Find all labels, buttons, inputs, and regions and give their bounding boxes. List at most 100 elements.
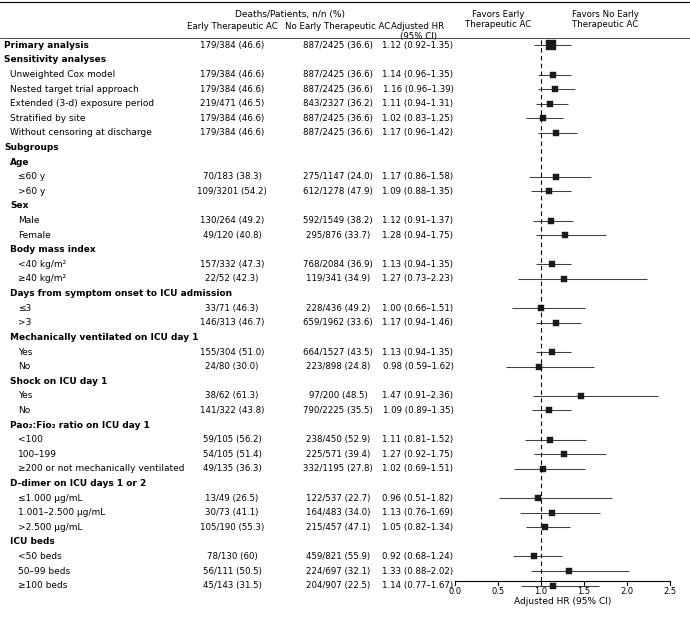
Text: >2.500 μg/mL: >2.500 μg/mL bbox=[18, 522, 83, 532]
Text: 45/143 (31.5): 45/143 (31.5) bbox=[203, 581, 262, 590]
Text: 155/304 (51.0): 155/304 (51.0) bbox=[200, 348, 264, 357]
Text: 100–199: 100–199 bbox=[18, 450, 57, 459]
Text: 146/313 (46.7): 146/313 (46.7) bbox=[200, 318, 264, 327]
Text: 843/2327 (36.2): 843/2327 (36.2) bbox=[303, 99, 373, 109]
Text: 179/384 (46.6): 179/384 (46.6) bbox=[200, 70, 264, 79]
Text: ≥200 or not mechanically ventilated: ≥200 or not mechanically ventilated bbox=[18, 464, 184, 473]
Text: ≤60 y: ≤60 y bbox=[18, 172, 46, 181]
Text: 157/332 (47.3): 157/332 (47.3) bbox=[200, 260, 264, 269]
Text: Sensitivity analyses: Sensitivity analyses bbox=[4, 56, 106, 64]
Text: Shock on ICU day 1: Shock on ICU day 1 bbox=[10, 377, 108, 386]
Text: 179/384 (46.6): 179/384 (46.6) bbox=[200, 85, 264, 93]
Text: 179/384 (46.6): 179/384 (46.6) bbox=[200, 41, 264, 50]
Text: 204/907 (22.5): 204/907 (22.5) bbox=[306, 581, 370, 590]
Text: 33/71 (46.3): 33/71 (46.3) bbox=[206, 304, 259, 313]
Text: 130/264 (49.2): 130/264 (49.2) bbox=[200, 216, 264, 225]
Text: <50 beds: <50 beds bbox=[18, 552, 61, 561]
Text: ≤3: ≤3 bbox=[18, 304, 31, 313]
Text: ≥40 kg/m²: ≥40 kg/m² bbox=[18, 274, 66, 283]
Text: Sex: Sex bbox=[10, 201, 28, 211]
Text: 1.11 (0.94–1.31): 1.11 (0.94–1.31) bbox=[382, 99, 453, 109]
Text: 24/80 (30.0): 24/80 (30.0) bbox=[206, 362, 259, 371]
Text: 70/183 (38.3): 70/183 (38.3) bbox=[203, 172, 262, 181]
Text: 1.12 (0.91–1.37): 1.12 (0.91–1.37) bbox=[382, 216, 453, 225]
Text: Body mass index: Body mass index bbox=[10, 245, 96, 254]
Text: No: No bbox=[18, 362, 30, 371]
Text: 295/876 (33.7): 295/876 (33.7) bbox=[306, 231, 370, 240]
Text: 122/537 (22.7): 122/537 (22.7) bbox=[306, 493, 371, 502]
Text: 1.27 (0.73–2.23): 1.27 (0.73–2.23) bbox=[382, 274, 453, 283]
Text: Favors No Early
Therapeutic AC: Favors No Early Therapeutic AC bbox=[572, 10, 639, 30]
Text: 228/436 (49.2): 228/436 (49.2) bbox=[306, 304, 370, 313]
Text: 1.47 (0.91–2.36): 1.47 (0.91–2.36) bbox=[382, 391, 453, 400]
Text: <40 kg/m²: <40 kg/m² bbox=[18, 260, 66, 269]
Text: 49/120 (40.8): 49/120 (40.8) bbox=[203, 231, 262, 240]
Text: 275/1147 (24.0): 275/1147 (24.0) bbox=[303, 172, 373, 181]
Text: 0.0: 0.0 bbox=[448, 587, 462, 596]
Text: 1.02 (0.83–1.25): 1.02 (0.83–1.25) bbox=[382, 114, 453, 123]
Text: 2.5: 2.5 bbox=[664, 587, 677, 596]
Text: 141/322 (43.8): 141/322 (43.8) bbox=[200, 406, 264, 415]
Text: Yes: Yes bbox=[18, 391, 32, 400]
Text: >60 y: >60 y bbox=[18, 187, 46, 196]
Text: 887/2425 (36.6): 887/2425 (36.6) bbox=[303, 129, 373, 138]
Text: Extended (3-d) exposure period: Extended (3-d) exposure period bbox=[10, 99, 154, 109]
Text: 1.17 (0.96–1.42): 1.17 (0.96–1.42) bbox=[382, 129, 453, 138]
Text: 179/384 (46.6): 179/384 (46.6) bbox=[200, 129, 264, 138]
Text: Adjusted HR
(95% CI): Adjusted HR (95% CI) bbox=[391, 22, 444, 42]
Text: ICU beds: ICU beds bbox=[10, 538, 55, 546]
Text: 1.02 (0.69–1.51): 1.02 (0.69–1.51) bbox=[382, 464, 453, 473]
Text: 219/471 (46.5): 219/471 (46.5) bbox=[200, 99, 264, 109]
Text: 105/190 (55.3): 105/190 (55.3) bbox=[200, 522, 264, 532]
Text: 179/384 (46.6): 179/384 (46.6) bbox=[200, 114, 264, 123]
Text: 612/1278 (47.9): 612/1278 (47.9) bbox=[303, 187, 373, 196]
Text: No Early Therapeutic AC: No Early Therapeutic AC bbox=[286, 22, 391, 31]
Text: 2.0: 2.0 bbox=[620, 587, 633, 596]
Text: 0.96 (0.51–1.82): 0.96 (0.51–1.82) bbox=[382, 493, 453, 502]
Text: 225/571 (39.4): 225/571 (39.4) bbox=[306, 450, 370, 459]
Text: 1.16 (0.96–1.39): 1.16 (0.96–1.39) bbox=[382, 85, 453, 93]
Text: ≤1.000 μg/mL: ≤1.000 μg/mL bbox=[18, 493, 83, 502]
Text: 592/1549 (38.2): 592/1549 (38.2) bbox=[303, 216, 373, 225]
Text: 56/111 (50.5): 56/111 (50.5) bbox=[203, 567, 262, 575]
Text: 1.0: 1.0 bbox=[535, 587, 548, 596]
Text: Mechanically ventilated on ICU day 1: Mechanically ventilated on ICU day 1 bbox=[10, 333, 199, 342]
Text: Male: Male bbox=[18, 216, 39, 225]
Text: 1.27 (0.92–1.75): 1.27 (0.92–1.75) bbox=[382, 450, 453, 459]
Text: 164/483 (34.0): 164/483 (34.0) bbox=[306, 508, 371, 517]
Text: 38/62 (61.3): 38/62 (61.3) bbox=[206, 391, 259, 400]
Text: 768/2084 (36.9): 768/2084 (36.9) bbox=[303, 260, 373, 269]
Text: 332/1195 (27.8): 332/1195 (27.8) bbox=[303, 464, 373, 473]
Text: 887/2425 (36.6): 887/2425 (36.6) bbox=[303, 85, 373, 93]
Text: Favors Early
Therapeutic AC: Favors Early Therapeutic AC bbox=[465, 10, 531, 30]
Text: 1.17 (0.94–1.46): 1.17 (0.94–1.46) bbox=[382, 318, 453, 327]
Text: 238/450 (52.9): 238/450 (52.9) bbox=[306, 435, 370, 444]
Text: 1.13 (0.94–1.35): 1.13 (0.94–1.35) bbox=[382, 260, 453, 269]
Text: 1.11 (0.81–1.52): 1.11 (0.81–1.52) bbox=[382, 435, 453, 444]
Text: 97/200 (48.5): 97/200 (48.5) bbox=[308, 391, 367, 400]
Text: Stratified by site: Stratified by site bbox=[10, 114, 86, 123]
Text: Without censoring at discharge: Without censoring at discharge bbox=[10, 129, 152, 138]
Text: <100: <100 bbox=[18, 435, 43, 444]
Text: 1.13 (0.94–1.35): 1.13 (0.94–1.35) bbox=[382, 348, 453, 357]
Text: 1.5: 1.5 bbox=[578, 587, 591, 596]
Text: 0.98 (0.59–1.62): 0.98 (0.59–1.62) bbox=[382, 362, 453, 371]
Text: Days from symptom onset to ICU admission: Days from symptom onset to ICU admission bbox=[10, 289, 232, 298]
Text: 790/2225 (35.5): 790/2225 (35.5) bbox=[303, 406, 373, 415]
Text: Age: Age bbox=[10, 158, 30, 167]
Text: 1.14 (0.77–1.67): 1.14 (0.77–1.67) bbox=[382, 581, 453, 590]
Text: 13/49 (26.5): 13/49 (26.5) bbox=[206, 493, 259, 502]
Text: 664/1527 (43.5): 664/1527 (43.5) bbox=[303, 348, 373, 357]
Text: 109/3201 (54.2): 109/3201 (54.2) bbox=[197, 187, 267, 196]
Text: 224/697 (32.1): 224/697 (32.1) bbox=[306, 567, 370, 575]
Text: 30/73 (41.1): 30/73 (41.1) bbox=[206, 508, 259, 517]
Text: 1.05 (0.82–1.34): 1.05 (0.82–1.34) bbox=[382, 522, 453, 532]
Text: 49/135 (36.3): 49/135 (36.3) bbox=[203, 464, 262, 473]
Text: Subgroups: Subgroups bbox=[4, 143, 59, 152]
Text: Female: Female bbox=[18, 231, 51, 240]
Text: 1.28 (0.94–1.75): 1.28 (0.94–1.75) bbox=[382, 231, 453, 240]
Text: 459/821 (55.9): 459/821 (55.9) bbox=[306, 552, 370, 561]
Text: Pao₂:Fio₂ ratio on ICU day 1: Pao₂:Fio₂ ratio on ICU day 1 bbox=[10, 420, 150, 430]
Text: 0.92 (0.68–1.24): 0.92 (0.68–1.24) bbox=[382, 552, 453, 561]
Text: 215/457 (47.1): 215/457 (47.1) bbox=[306, 522, 371, 532]
